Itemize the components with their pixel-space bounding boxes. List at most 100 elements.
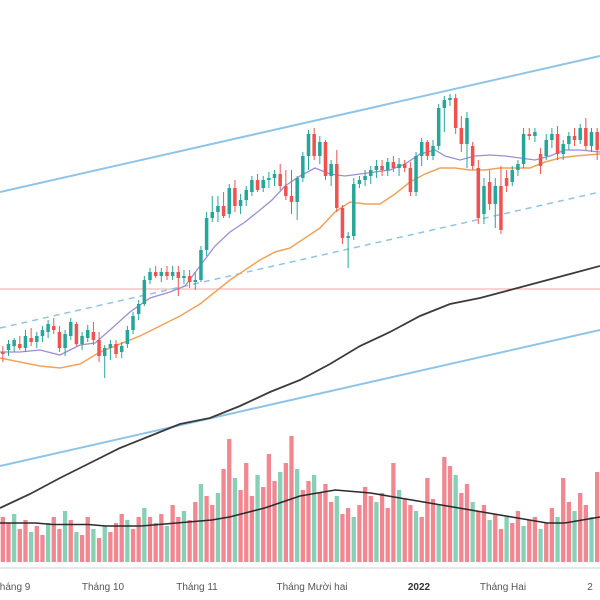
volume-moving-average xyxy=(0,489,600,527)
candle-body xyxy=(425,142,430,156)
volume-bar xyxy=(113,523,119,562)
channel-upper-line xyxy=(0,55,600,193)
volume-bar xyxy=(555,517,560,562)
trend-lines-layer xyxy=(0,55,600,467)
candle-body xyxy=(363,176,367,180)
candle-body xyxy=(499,186,503,230)
candle-body xyxy=(329,164,333,176)
volume-bar xyxy=(238,490,243,562)
candle-body xyxy=(148,272,152,280)
volume-bar xyxy=(255,475,260,562)
candle-body xyxy=(595,132,599,150)
candle-body xyxy=(238,200,243,206)
volume-bar xyxy=(447,466,453,562)
volume-bar xyxy=(312,475,317,562)
candle-body xyxy=(91,332,96,340)
candle-body xyxy=(204,218,209,250)
volume-bar xyxy=(374,502,379,562)
volume-bar xyxy=(221,469,226,562)
volume-bar xyxy=(159,514,164,562)
volume-bar xyxy=(164,526,170,562)
volume-bar xyxy=(340,514,345,562)
x-axis: Tháng 9 Tháng 10 Tháng 11 Tháng Mười hai 202… xyxy=(0,567,600,593)
long-moving-average xyxy=(0,265,600,509)
x-tick-label: Tháng 9 xyxy=(0,582,31,593)
candle-body xyxy=(114,344,118,354)
candle-body xyxy=(538,154,543,166)
volume-bar xyxy=(51,517,56,562)
candle-body xyxy=(584,128,588,146)
volume-bar xyxy=(493,514,498,562)
candle-body xyxy=(453,98,458,128)
volume-bar xyxy=(57,529,62,562)
x-tick-label: Tháng Mười hai xyxy=(276,582,347,593)
candle-body xyxy=(504,178,509,186)
candle-body xyxy=(29,338,33,342)
volume-bar xyxy=(408,505,413,562)
volume-bar xyxy=(391,463,396,562)
volume-bar xyxy=(23,520,28,562)
candle-body xyxy=(74,324,79,344)
volume-bar xyxy=(176,517,181,562)
candle-body xyxy=(284,186,288,196)
candle-body xyxy=(159,272,164,276)
x-tick-label: 2022 xyxy=(408,582,431,593)
volume-bar xyxy=(459,493,464,562)
channel-mid-dashed-line xyxy=(0,191,600,329)
volume-bar xyxy=(62,511,68,562)
candle-body xyxy=(567,136,571,144)
volume-bar xyxy=(17,529,22,562)
volume-bar xyxy=(6,523,11,562)
candle-body xyxy=(510,170,515,182)
volume-bar xyxy=(515,511,521,562)
volume-bar xyxy=(125,520,130,562)
volume-bar xyxy=(193,502,198,562)
volume-bar xyxy=(45,523,51,562)
volume-bar xyxy=(345,508,351,562)
volume-bar xyxy=(227,439,232,562)
volume-layer xyxy=(0,436,600,562)
volume-bar xyxy=(561,478,566,562)
volume-bar xyxy=(232,478,238,562)
x-tick-label: Tháng 11 xyxy=(176,582,218,593)
candle-body xyxy=(153,272,158,276)
volume-bar xyxy=(272,481,277,562)
candle-body xyxy=(69,322,73,336)
candle-body xyxy=(136,304,141,314)
candle-body xyxy=(465,118,469,144)
volume-bar xyxy=(549,508,555,562)
volume-bar xyxy=(108,532,113,562)
candle-body xyxy=(335,164,339,208)
candle-body xyxy=(131,316,135,330)
candle-body xyxy=(1,352,5,354)
volume-bar xyxy=(379,493,385,562)
volume-bar xyxy=(476,511,481,562)
volume-bar xyxy=(442,457,447,562)
channel-lower-line xyxy=(0,329,600,467)
candle-body xyxy=(391,162,396,168)
volume-bar xyxy=(334,496,339,562)
x-tick-label: Tháng 10 xyxy=(82,582,125,593)
volume-bar xyxy=(28,532,34,562)
x-tick-label: 2 xyxy=(587,582,593,593)
candle-body xyxy=(108,344,113,348)
candle-body xyxy=(436,108,441,146)
candle-body xyxy=(227,188,231,214)
candle-body xyxy=(380,166,384,170)
candles-layer xyxy=(1,94,599,378)
volume-bar xyxy=(498,529,504,562)
volume-bar xyxy=(68,520,73,562)
candle-body xyxy=(210,212,215,218)
candle-body xyxy=(482,186,486,214)
candle-body xyxy=(431,146,435,156)
volume-bar xyxy=(119,514,124,562)
volume-bar xyxy=(470,502,475,562)
candle-body xyxy=(35,336,39,342)
candle-body xyxy=(187,276,192,282)
volume-bar xyxy=(136,517,141,562)
volume-bar xyxy=(91,529,96,562)
volume-bar xyxy=(436,505,441,562)
moving-averages-layer xyxy=(0,149,600,509)
candle-body xyxy=(340,208,345,238)
